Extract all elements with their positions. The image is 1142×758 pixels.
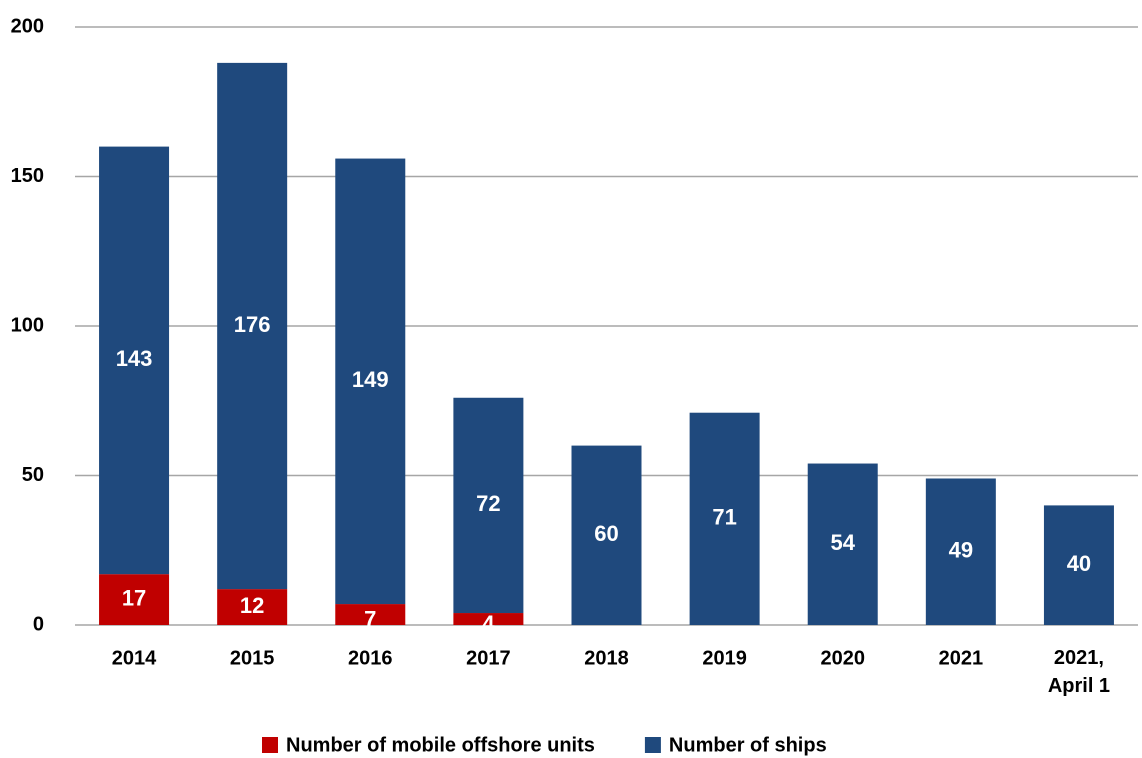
- data-label: 176: [234, 312, 271, 337]
- data-label: 60: [594, 521, 618, 546]
- y-tick-label: 200: [11, 15, 44, 37]
- x-tick-label: 2014: [112, 647, 157, 669]
- x-tick-label: 2021: [939, 647, 984, 669]
- bar-segment: [1043, 505, 1114, 625]
- bar-segment: [807, 463, 878, 625]
- x-tick-label: 2018: [584, 647, 629, 669]
- legend-label: Number of mobile offshore units: [286, 734, 595, 756]
- bar-segment: [335, 604, 406, 625]
- bar-segment: [335, 158, 406, 605]
- x-tick-label: 2015: [230, 647, 275, 669]
- data-label: 143: [116, 346, 153, 371]
- bar-segment: [99, 146, 170, 575]
- data-label: 4: [482, 611, 495, 636]
- x-tick-label: 2019: [702, 647, 747, 669]
- bar-segment: [99, 574, 170, 625]
- data-label: 12: [240, 593, 264, 618]
- data-label: 71: [712, 505, 736, 530]
- data-label: 72: [476, 491, 500, 516]
- data-label: 49: [949, 538, 973, 563]
- data-label: 40: [1067, 551, 1091, 576]
- x-tick-label: 2021, April 1: [1048, 647, 1110, 697]
- y-tick-label: 100: [11, 314, 44, 336]
- bar-segment: [217, 589, 288, 625]
- bar-segment: [689, 412, 760, 625]
- x-tick-label: 2020: [820, 647, 865, 669]
- y-tick-label: 0: [33, 613, 44, 635]
- x-tick-label: 2017: [466, 647, 511, 669]
- y-tick-label: 50: [22, 464, 44, 486]
- y-tick-label: 150: [11, 165, 44, 187]
- bar-segment: [217, 62, 288, 590]
- x-tick-label: 2016: [348, 647, 393, 669]
- data-label: 54: [830, 530, 855, 555]
- legend-swatch: [262, 737, 278, 753]
- data-label: 17: [122, 585, 146, 610]
- bar-segment: [453, 397, 524, 614]
- bar-segment: [453, 613, 524, 625]
- bar-segment: [925, 478, 996, 625]
- data-label: 149: [352, 367, 389, 392]
- data-label: 7: [364, 606, 376, 631]
- legend-swatch: [644, 737, 661, 753]
- bar-segment: [571, 445, 642, 625]
- legend-label: Number of ships: [669, 734, 827, 756]
